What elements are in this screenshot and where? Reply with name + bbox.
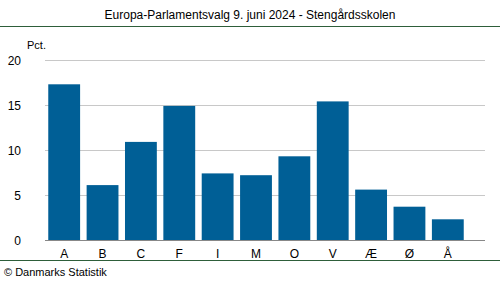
x-tick-label: V	[329, 247, 337, 261]
y-tick-label: 0	[14, 234, 21, 248]
grid-line	[45, 105, 485, 106]
bar	[202, 173, 234, 240]
x-tick-label: Ø	[405, 247, 414, 261]
bars	[48, 84, 463, 240]
bar	[432, 219, 464, 240]
header-rule	[0, 26, 500, 27]
chart-container: Europa-Parlamentsvalg 9. juni 2024 - Ste…	[0, 0, 500, 282]
grid-line	[45, 240, 485, 241]
y-tick-label: 10	[8, 144, 22, 158]
grid-line	[45, 60, 485, 61]
y-tick-label: 5	[14, 189, 21, 203]
y-tick-label: 15	[8, 99, 22, 113]
bar	[240, 175, 272, 240]
bar	[278, 156, 310, 240]
bar	[163, 106, 195, 240]
x-tick-label: B	[99, 247, 107, 261]
grid-line	[45, 150, 485, 151]
bar	[317, 101, 349, 240]
x-tick-label: A	[60, 247, 68, 261]
bar	[48, 84, 80, 240]
chart-title: Europa-Parlamentsvalg 9. juni 2024 - Ste…	[105, 8, 396, 22]
bar	[355, 190, 387, 240]
chart-svg: Europa-Parlamentsvalg 9. juni 2024 - Ste…	[0, 0, 500, 282]
x-tick-label: O	[290, 247, 299, 261]
bar	[125, 142, 157, 240]
footer-rule	[0, 260, 500, 261]
x-tick-label: F	[176, 247, 183, 261]
source-note: © Danmarks Statistik	[4, 266, 107, 278]
x-axis-line	[45, 240, 485, 241]
x-tick-label: Æ	[365, 247, 377, 261]
y-axis-label: Pct.	[27, 39, 46, 51]
x-tick-label: Å	[444, 246, 452, 261]
y-tick-label: 20	[8, 54, 22, 68]
bar	[87, 185, 119, 240]
x-tick-label: M	[251, 247, 261, 261]
x-tick-label: I	[216, 247, 219, 261]
x-tick-label: C	[137, 247, 146, 261]
bar	[394, 207, 426, 240]
